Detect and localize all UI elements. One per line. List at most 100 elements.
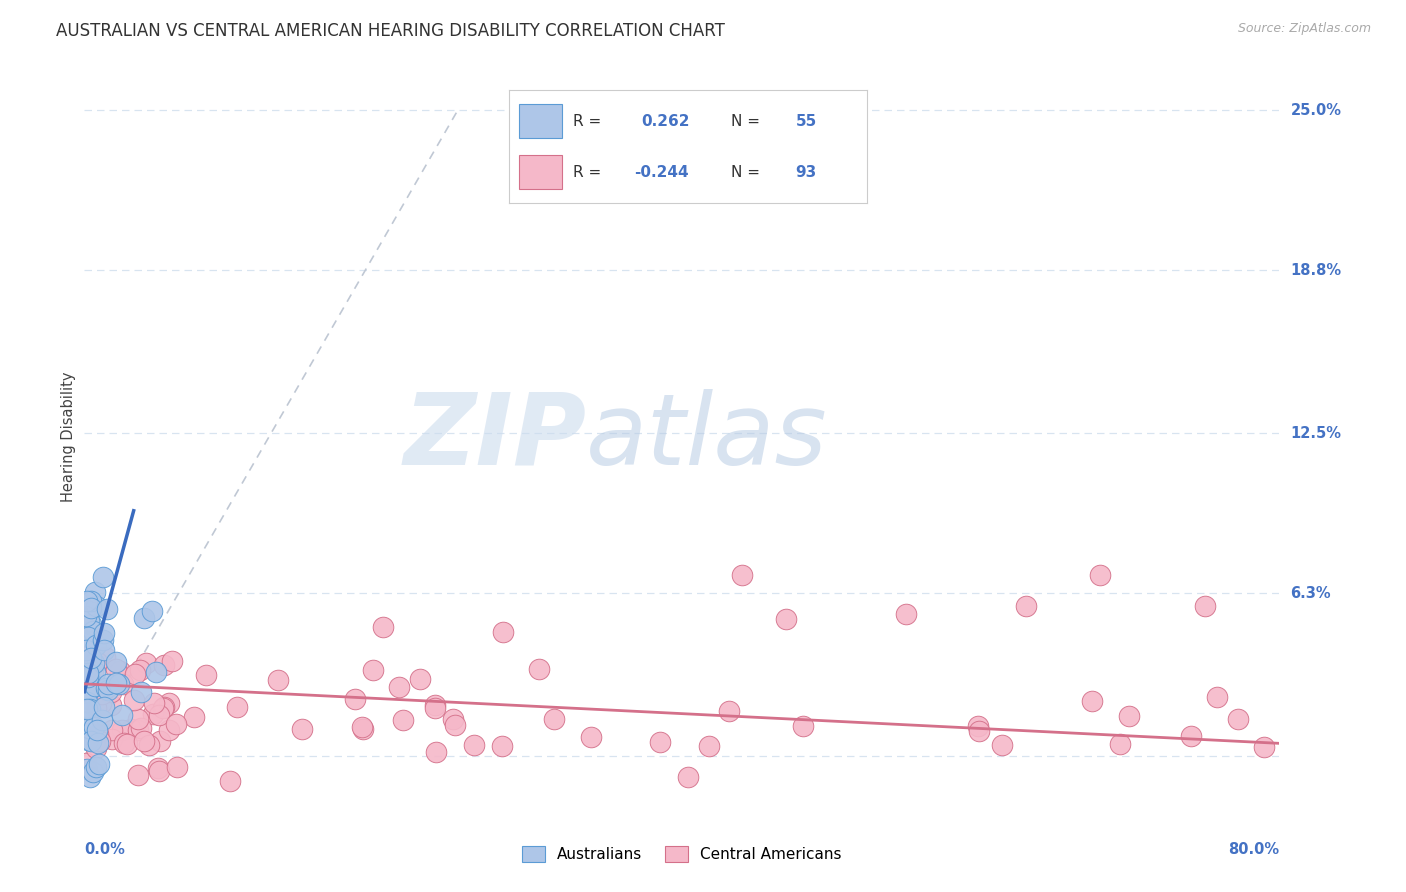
Point (143, 696, 166, 710)
Point (969, 723, 991, 738)
Point (157, 723, 180, 737)
Point (100, 698, 122, 712)
Point (104, 655, 127, 669)
Point (676, 771, 699, 785)
Point (344, 691, 367, 706)
Point (101, 731, 124, 746)
Point (97, 682, 120, 697)
Point (84, 599, 107, 613)
Point (77, 667, 100, 681)
Point (148, 708, 170, 723)
Point (1253, 739, 1275, 754)
Point (423, 698, 446, 712)
Point (77, 614, 100, 628)
Point (127, 768, 149, 782)
Point (105, 661, 128, 675)
Point (132, 611, 155, 625)
Text: 25.0%: 25.0% (1291, 103, 1341, 118)
Point (409, 672, 432, 686)
Point (115, 737, 138, 751)
Point (491, 739, 513, 754)
Point (80, 616, 103, 631)
Point (90, 687, 112, 701)
Point (82, 764, 104, 779)
Point (76, 670, 98, 684)
Point (152, 701, 174, 715)
Point (96, 602, 118, 616)
Point (110, 664, 132, 678)
Point (111, 723, 134, 738)
Point (97, 676, 120, 690)
Point (1118, 708, 1140, 723)
Point (129, 684, 152, 698)
Point (86, 741, 108, 756)
Point (127, 723, 149, 738)
Point (135, 656, 157, 670)
Point (166, 760, 188, 774)
Point (93, 643, 115, 657)
Point (129, 721, 152, 735)
Point (80, 600, 103, 615)
Point (792, 719, 814, 733)
Point (90, 696, 112, 710)
Text: 18.8%: 18.8% (1291, 263, 1341, 278)
Point (83, 720, 105, 734)
Point (75, 608, 97, 623)
Point (75, 706, 97, 720)
Point (112, 736, 135, 750)
Point (149, 733, 172, 747)
Point (218, 774, 240, 789)
Point (441, 712, 464, 726)
Point (93, 626, 115, 640)
Point (91, 633, 114, 648)
Point (1205, 690, 1227, 705)
Point (142, 706, 165, 721)
Text: 12.5%: 12.5% (1291, 425, 1341, 441)
Point (152, 699, 174, 714)
Point (77, 666, 100, 681)
Point (77, 732, 100, 747)
Point (84, 638, 107, 652)
Point (90, 713, 112, 727)
Point (581, 730, 603, 744)
Point (80, 734, 103, 748)
Point (425, 745, 447, 759)
Point (86, 723, 108, 738)
Legend: Australians, Central Americans: Australians, Central Americans (516, 840, 848, 868)
Point (77, 721, 100, 735)
Point (77, 630, 100, 644)
Point (76, 593, 98, 607)
Point (361, 663, 384, 677)
Point (82, 666, 104, 681)
Point (267, 673, 290, 687)
Point (77, 681, 100, 696)
Point (183, 710, 205, 724)
Point (1014, 599, 1036, 614)
Point (141, 604, 163, 618)
Point (894, 607, 917, 621)
Point (132, 734, 155, 748)
Point (153, 658, 176, 673)
Point (463, 738, 485, 752)
Point (76, 702, 98, 716)
Point (1227, 713, 1250, 727)
Point (87, 726, 110, 740)
Point (105, 676, 128, 690)
Point (80, 594, 103, 608)
Point (148, 764, 170, 779)
Point (124, 667, 146, 681)
Point (75, 648, 97, 663)
Point (83, 585, 105, 599)
Point (86, 656, 108, 670)
Point (145, 665, 167, 680)
Point (160, 654, 183, 668)
Point (75, 642, 97, 657)
Text: 80.0%: 80.0% (1229, 842, 1279, 856)
Point (101, 723, 124, 737)
Text: Source: ZipAtlas.com: Source: ZipAtlas.com (1237, 22, 1371, 36)
Point (100, 684, 122, 698)
Point (425, 701, 447, 715)
Point (87, 736, 110, 750)
Point (1090, 568, 1112, 582)
Point (129, 663, 152, 677)
